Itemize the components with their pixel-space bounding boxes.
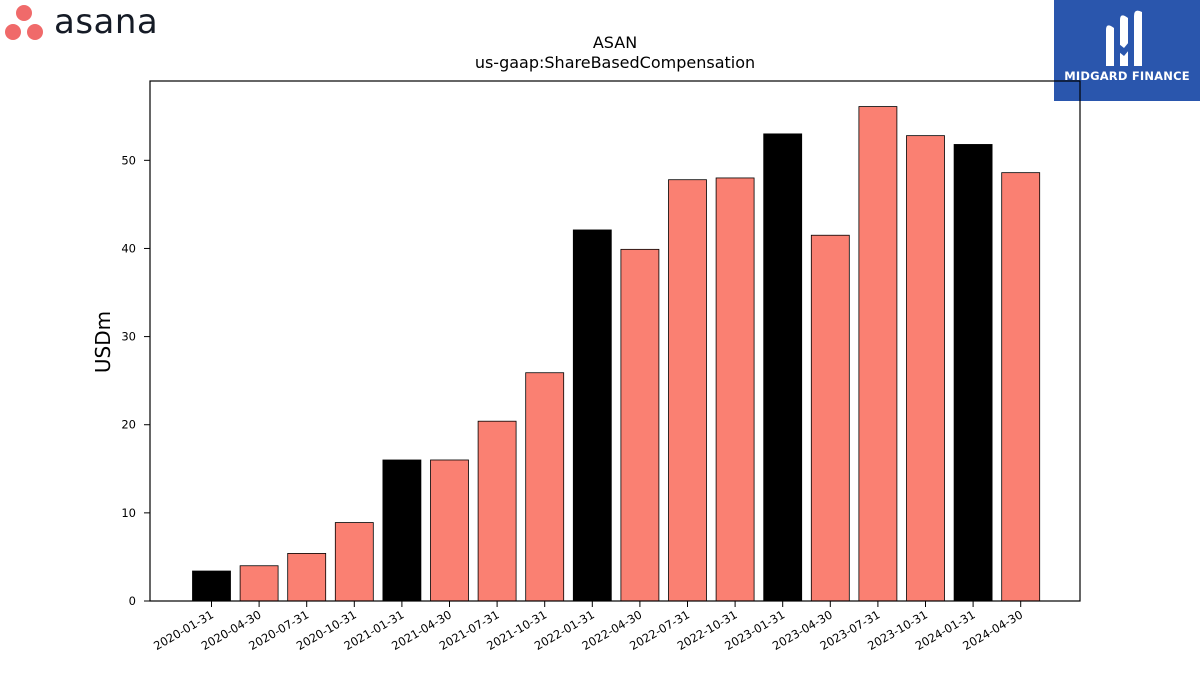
midgard-finance-badge: MIDGARD FINANCE <box>1054 0 1200 101</box>
x-ticks-group: 2020-01-312020-04-302020-07-312020-10-31… <box>151 601 1025 653</box>
bar-2021-07-31 <box>477 420 517 602</box>
chart-title: ASAN <box>593 33 637 52</box>
bar-2022-10-31 <box>715 177 755 602</box>
chart-subtitle: us-gaap:ShareBasedCompensation <box>475 53 755 72</box>
bar-2021-01-31 <box>382 459 422 602</box>
y-tick-label: 40 <box>121 241 136 255</box>
y-axis-label: USDm <box>91 311 115 373</box>
y-tick-label: 30 <box>121 330 136 344</box>
bar-2024-04-30 <box>1001 172 1041 602</box>
midgard-m-icon <box>1106 10 1142 67</box>
y-tick-label: 10 <box>121 506 136 520</box>
bar-2023-04-30 <box>810 234 850 602</box>
bar-2022-01-31 <box>572 229 612 602</box>
y-tick-label: 20 <box>121 418 136 432</box>
bar-2024-01-31 <box>953 144 993 602</box>
bar-2022-07-31 <box>668 179 707 602</box>
asana-wordmark: asana <box>54 2 159 42</box>
bar-2020-07-31 <box>287 553 327 602</box>
bar-2023-10-31 <box>906 135 945 602</box>
asana-dot-top <box>16 5 32 21</box>
bar-2021-10-31 <box>525 372 565 602</box>
y-ticks-group: 0 10 20 30 40 50 <box>121 153 150 608</box>
bar-2020-01-31 <box>192 570 231 602</box>
asana-logo: asana <box>4 2 158 42</box>
midgard-finance-label: MIDGARD FINANCE <box>1064 69 1190 83</box>
bar-2023-07-31 <box>858 106 898 602</box>
bars-group <box>192 106 1041 602</box>
bar-2023-01-31 <box>763 133 803 602</box>
bar-2021-04-30 <box>430 459 469 602</box>
bar-2022-04-30 <box>620 248 660 602</box>
y-tick-label: 0 <box>129 594 136 608</box>
bar-2020-10-31 <box>334 522 374 602</box>
bar-2020-04-30 <box>239 565 279 602</box>
asana-dot-right <box>27 24 43 40</box>
asana-dot-left <box>5 24 21 40</box>
plot-frame <box>149 80 1081 602</box>
y-tick-label: 50 <box>121 153 136 167</box>
asana-dots-icon <box>5 5 43 40</box>
